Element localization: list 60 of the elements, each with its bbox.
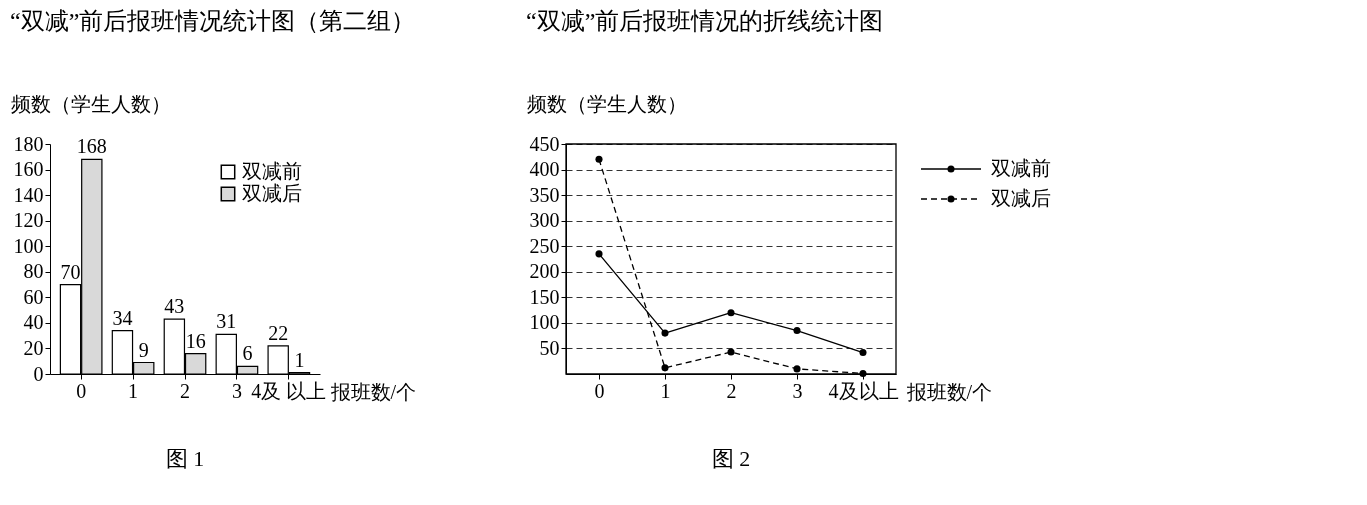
x-axis-title: 报班数/个: [905, 380, 993, 403]
y-tick-label: 350: [529, 183, 560, 206]
caption: 图 1: [165, 446, 205, 471]
y-tick-label: 150: [529, 285, 560, 308]
y-tick-label: 300: [529, 209, 560, 232]
y-tick-label: 60: [23, 285, 44, 308]
y-tick-label: 100: [529, 311, 560, 334]
chart-title: “双减”前后报班情况的折线统计图: [526, 8, 884, 34]
y-tick-label: 450: [529, 132, 560, 155]
x-tick-label: 2: [180, 379, 190, 402]
x-tick-label: 1: [128, 379, 139, 402]
y-axis-title: 频数（学生人数）: [526, 92, 687, 115]
y-tick-label: 0: [33, 362, 44, 385]
point: [727, 309, 735, 317]
y-tick-label: 120: [13, 209, 44, 232]
point: [727, 348, 735, 356]
point: [793, 327, 801, 335]
data-label: 9: [138, 338, 149, 361]
y-tick-label: 40: [23, 311, 44, 334]
point: [595, 155, 603, 163]
data-label: 1: [294, 348, 305, 371]
point: [661, 329, 669, 337]
x-tick-label: 4及 以上: [251, 379, 327, 402]
caption: 图 2: [711, 446, 751, 471]
y-tick-label: 200: [529, 260, 560, 283]
legend-label: 双减前: [991, 157, 1051, 179]
legend-label: 双减后: [242, 182, 302, 204]
point: [793, 365, 801, 373]
legend-label: 双减前: [242, 160, 302, 182]
point: [661, 364, 669, 372]
point: [595, 250, 603, 258]
legend-label: 双减后: [991, 187, 1051, 209]
y-tick-label: 140: [13, 183, 44, 206]
x-tick-label: 0: [76, 379, 87, 402]
y-tick-label: 250: [529, 234, 560, 257]
data-label: 6: [242, 342, 253, 365]
y-tick-label: 180: [13, 132, 44, 155]
x-tick-label: 1: [660, 379, 671, 402]
data-label: 168: [76, 135, 107, 158]
data-label: 70: [60, 260, 81, 283]
chart-title: “双减”前后报班情况统计图（第二组）: [10, 8, 416, 34]
y-tick-label: 80: [23, 260, 44, 283]
x-tick-label: 4及以上: [828, 379, 899, 402]
x-tick-label: 2: [726, 379, 737, 402]
data-label: 43: [164, 295, 185, 318]
y-tick-label: 50: [539, 336, 560, 359]
point: [859, 349, 867, 357]
y-tick-label: 160: [13, 158, 44, 181]
data-label: 34: [112, 306, 133, 329]
x-tick-label: 3: [231, 379, 242, 402]
data-label: 22: [268, 321, 289, 344]
data-label: 31: [216, 310, 237, 333]
x-tick-label: 0: [594, 379, 605, 402]
y-tick-label: 400: [529, 158, 560, 181]
y-axis-title: 频数（学生人数）: [10, 92, 171, 115]
y-tick-label: 20: [23, 336, 44, 359]
data-label: 16: [185, 329, 206, 352]
x-axis-title: 报班数/个: [329, 380, 417, 403]
y-tick-label: 100: [13, 234, 44, 257]
x-tick-label: 3: [792, 379, 803, 402]
